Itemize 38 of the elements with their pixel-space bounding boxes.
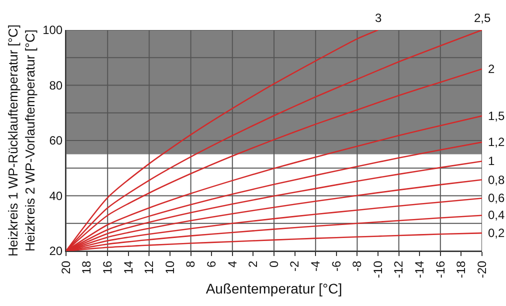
y-tick-label: 40 bbox=[49, 188, 63, 203]
series-label: 2,5 bbox=[474, 11, 492, 25]
x-tick-label: 12 bbox=[142, 260, 156, 274]
series-label: 1,5 bbox=[488, 109, 506, 123]
x-tick-label: 8 bbox=[184, 260, 198, 268]
y-tick-label: 20 bbox=[49, 244, 63, 258]
x-tick-label: -6 bbox=[329, 260, 344, 272]
x-tick-label: -10 bbox=[370, 260, 385, 278]
series-label: 1,2 bbox=[488, 135, 506, 149]
series-label: 0,8 bbox=[488, 173, 506, 187]
x-tick-label: 10 bbox=[162, 260, 177, 274]
x-tick-label: 6 bbox=[204, 260, 218, 268]
x-tick-label: 0 bbox=[266, 260, 281, 268]
y-tick-label: 60 bbox=[49, 134, 63, 148]
x-tick-label: -8 bbox=[350, 260, 364, 272]
y-tick-label: 100 bbox=[42, 23, 63, 38]
x-tick-label: 16 bbox=[100, 260, 114, 274]
y-tick-label: 80 bbox=[49, 78, 63, 92]
series-label: 0,4 bbox=[488, 208, 506, 222]
x-tick-label: -18 bbox=[454, 260, 468, 278]
x-tick-label: -16 bbox=[433, 260, 448, 278]
series-label: 0,6 bbox=[488, 191, 506, 205]
x-tick-label: 18 bbox=[80, 260, 94, 274]
x-tick-label: 2 bbox=[246, 260, 260, 268]
x-tick-label: 4 bbox=[225, 260, 240, 268]
x-tick-label: -14 bbox=[412, 260, 426, 278]
x-tick-label: -2 bbox=[288, 260, 302, 272]
x-axis-title: Außentemperatur [°C] bbox=[206, 280, 342, 296]
x-tick-label: -12 bbox=[392, 260, 406, 278]
x-tick-label: 20 bbox=[58, 260, 73, 274]
series-label: 0,2 bbox=[488, 226, 506, 240]
x-tick-label: -20 bbox=[474, 260, 489, 278]
series-label: 1 bbox=[488, 154, 495, 168]
series-label: 2 bbox=[488, 62, 495, 76]
x-tick-label: -4 bbox=[308, 260, 322, 272]
x-tick-label: 14 bbox=[121, 260, 136, 274]
y-axis-title: Heizkreis 1 WP-Rücklauftemperatur [°C] Heizkreis 2 WP-Vorlauftemperatur [°C] bbox=[6, 24, 38, 257]
series-label: 3 bbox=[375, 11, 382, 25]
